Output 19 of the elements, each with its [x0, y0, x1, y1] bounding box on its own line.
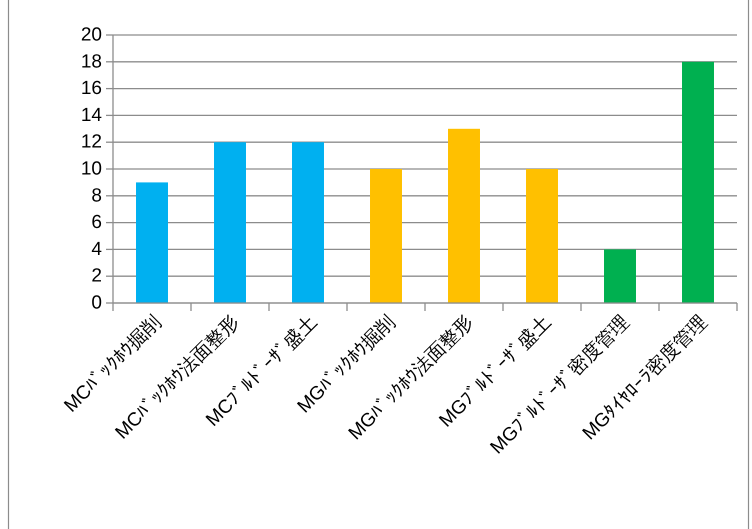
bar	[292, 142, 324, 303]
bar	[448, 128, 480, 303]
y-tick-label: 12	[80, 132, 102, 153]
bar	[682, 62, 714, 303]
bar	[214, 142, 246, 303]
y-tick-label: 0	[91, 292, 102, 314]
y-tick-label: 2	[91, 266, 102, 287]
bar	[526, 169, 558, 303]
y-tick-label: 18	[80, 51, 102, 72]
y-tick-label: 6	[91, 212, 102, 234]
y-tick-label: 4	[91, 238, 102, 260]
y-tick-label: 10	[80, 158, 102, 180]
y-tick-label: 16	[80, 78, 102, 100]
y-tick-label: 20	[80, 24, 102, 46]
y-tick-label: 14	[80, 104, 102, 126]
y-tick-label: 8	[91, 185, 102, 206]
bar	[604, 249, 636, 303]
bar	[136, 182, 168, 303]
bar	[370, 169, 402, 303]
